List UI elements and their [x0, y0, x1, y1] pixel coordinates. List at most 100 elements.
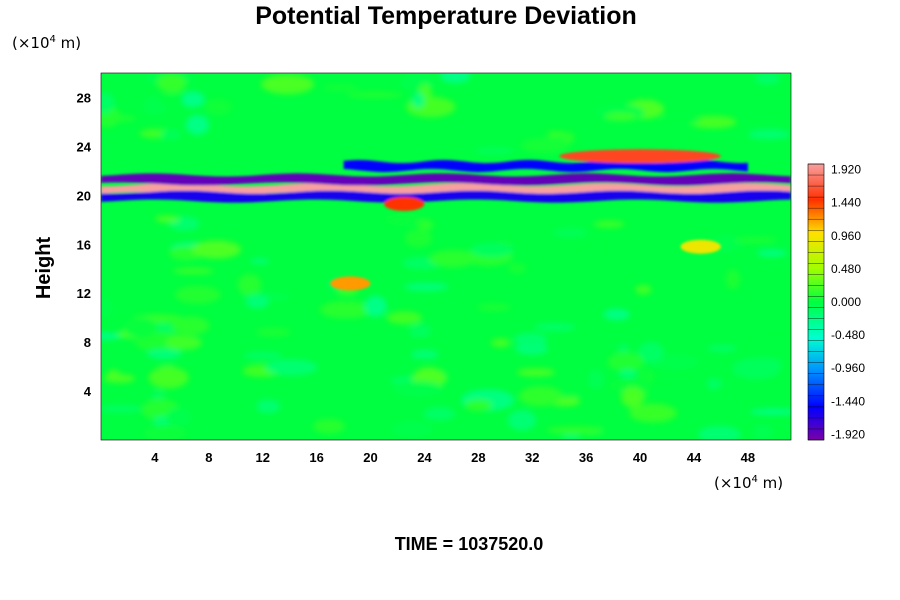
heatmap-texture-blob [347, 91, 403, 98]
y-tick-label: 4 [84, 384, 92, 399]
heatmap-texture-blob [660, 116, 701, 125]
x-tick-label: 24 [417, 450, 432, 465]
heatmap-texture-blob [429, 250, 477, 268]
heatmap-texture-blob [732, 357, 781, 380]
heatmap-texture-blob [561, 132, 575, 144]
heatmap-band [101, 173, 791, 186]
time-annotation: TIME = 1037520.0 [395, 534, 544, 554]
heatmap-texture-blob [245, 294, 269, 309]
heatmap-texture-blob [313, 418, 346, 434]
heatmap-blob [384, 196, 425, 211]
heatmap-texture-blob [364, 295, 387, 317]
heatmap-texture-blob [507, 409, 537, 431]
x-tick-label: 40 [633, 450, 647, 465]
x-tick-label: 8 [205, 450, 212, 465]
colorbar: 1.920 1.440 0.960 0.480 0.000 -0.480 -0.960 -1.… [807, 163, 865, 441]
heatmap-texture-blob [588, 369, 604, 390]
x-tick-label: 28 [471, 450, 485, 465]
x-tick-label: 16 [309, 450, 323, 465]
heatmap-texture-blob [101, 332, 121, 341]
heatmap-texture-blob [516, 368, 556, 377]
heatmap-texture-blob [754, 73, 781, 85]
heatmap-texture-blob [490, 338, 511, 348]
heatmap-texture-blob [464, 399, 493, 412]
x-tick-label: 36 [579, 450, 593, 465]
heatmap-texture-blob [707, 345, 737, 352]
heatmap-blob [680, 239, 721, 254]
heatmap-texture-blob [706, 378, 722, 390]
heatmap-texture-blob [171, 316, 210, 335]
heatmap-texture-blob [155, 215, 179, 223]
heatmap-texture-blob [750, 408, 791, 416]
heatmap-texture-blob [508, 263, 527, 274]
plot-frame [100, 72, 792, 441]
heatmap-texture-blob [423, 406, 456, 421]
heatmap-texture-blob [697, 425, 741, 440]
heatmap-texture-blob [474, 147, 514, 155]
heatmap-texture-blob [552, 227, 588, 238]
heatmap-texture-blob [440, 73, 471, 84]
heatmap-texture-blob [160, 129, 182, 141]
heatmap-texture-blob [146, 349, 182, 359]
x-tick-label: 44 [687, 450, 702, 465]
heatmap-texture-blob [390, 421, 433, 438]
heatmap-texture-blob [148, 366, 189, 389]
heatmap-texture-blob [744, 331, 776, 351]
heatmap-texture-blob [101, 296, 114, 319]
y-axis-unit: (×104 m) [12, 34, 81, 52]
y-tick-label: 16 [77, 237, 91, 252]
heatmap-texture-blob [410, 349, 439, 360]
colorbar-tick-label: 0.480 [831, 262, 861, 276]
heatmap-texture [101, 73, 791, 440]
heatmap-texture-blob [101, 404, 142, 413]
heatmap-texture-blob [288, 313, 314, 321]
heatmap-texture-blob [725, 269, 741, 290]
x-tick-label: 32 [525, 450, 539, 465]
heatmap-texture-blob [756, 249, 788, 258]
heatmap-texture-blob [607, 352, 644, 372]
heatmap-texture-blob [404, 282, 449, 292]
heatmap-texture-blob [546, 130, 567, 138]
heatmap-texture-blob [609, 378, 651, 393]
heatmap-texture-blob [753, 423, 774, 440]
colorbar-tick-label: -0.480 [831, 328, 865, 342]
x-tick-label: 12 [255, 450, 269, 465]
heatmap-texture-blob [392, 380, 444, 397]
heatmap-texture-blob [204, 98, 232, 116]
x-tick-label: 20 [363, 450, 377, 465]
heatmap-texture-blob [412, 92, 425, 108]
chart-title: Potential Temperature Deviation [255, 2, 637, 30]
heatmap-texture-blob [322, 84, 359, 92]
colorbar-tick-label: -0.960 [831, 361, 865, 375]
heatmap-texture-blob [515, 342, 549, 356]
heatmap-texture-blob [256, 399, 281, 414]
y-axis-ticks: 4 8 12 16 20 24 28 [77, 90, 92, 399]
colorbar-gradient [807, 163, 825, 441]
y-tick-label: 24 [77, 139, 92, 154]
heatmap-texture-blob [101, 92, 115, 114]
heatmap-texture-blob [157, 73, 187, 93]
heatmap-texture-blob [408, 323, 432, 338]
colorbar-tick-label: -1.920 [831, 427, 865, 441]
y-tick-label: 20 [77, 188, 91, 203]
heatmap-texture-blob [513, 333, 548, 346]
heatmap-texture-blob [520, 137, 570, 154]
heatmap-texture-blob [172, 268, 214, 275]
colorbar-tick-label: 1.920 [831, 163, 861, 177]
heatmap-texture-blob [635, 285, 652, 295]
heatmap-texture-blob [404, 229, 433, 248]
heatmap-texture-blob [237, 274, 262, 296]
heatmap-texture-blob [533, 322, 576, 332]
heatmap-texture-blob [386, 311, 422, 325]
x-tick-label: 4 [151, 450, 159, 465]
heatmap-texture-blob [182, 91, 204, 108]
heatmap-texture-blob [554, 239, 602, 253]
heatmap-texture-blob [101, 114, 136, 123]
heatmap-texture-blob [261, 74, 314, 95]
heatmap-blob [330, 276, 371, 291]
heatmap-texture-blob [185, 114, 210, 135]
heatmap-texture-blob [174, 285, 221, 304]
y-tick-label: 12 [77, 286, 91, 301]
time-label: TIME = [395, 534, 459, 554]
heatmap-texture-blob [619, 369, 637, 379]
